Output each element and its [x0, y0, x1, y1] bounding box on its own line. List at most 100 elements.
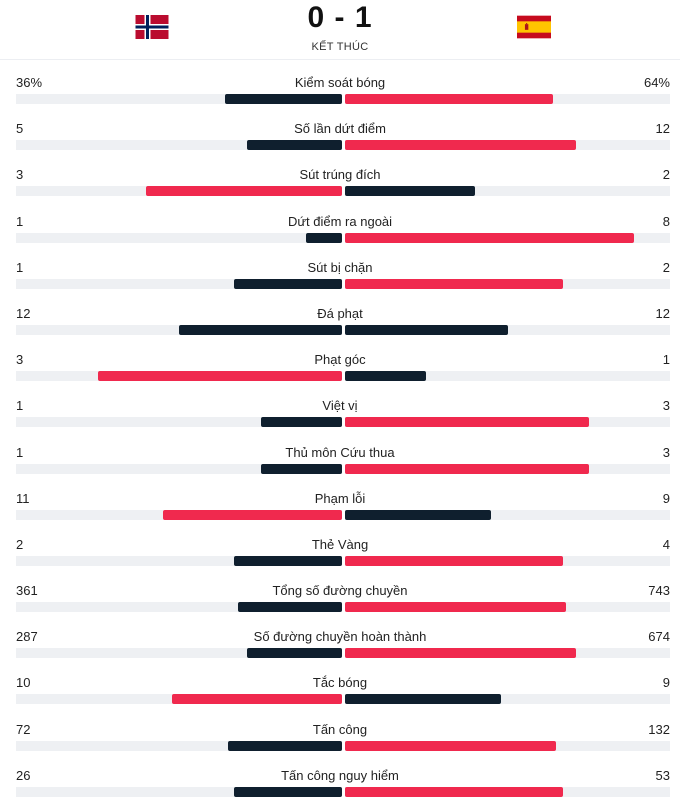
stat-away-bar [345, 602, 566, 613]
stat-label: Số đường chuyền hoàn thành [253, 629, 427, 645]
stat-home-track [16, 371, 342, 382]
stat-home-bar [162, 509, 342, 520]
stat-home-bar [234, 278, 342, 289]
stat-away-track [345, 278, 670, 289]
away-team-flag[interactable] [513, 5, 555, 47]
stat-home-value: 11 [16, 490, 30, 506]
stat-label: Số lần dứt điểm [294, 121, 386, 137]
stat-label: Tấn công nguy hiểm [281, 767, 399, 783]
stat-row: 10 Tắc bóng 9 [0, 672, 680, 718]
spain-flag-icon [517, 15, 551, 39]
stat-home-value: 1 [16, 259, 24, 275]
match-status: KẾT THÚC [311, 41, 369, 53]
stat-away-bar [345, 648, 576, 659]
stat-home-track [16, 648, 342, 659]
stat-home-value: 3 [16, 352, 24, 368]
stat-away-bar [345, 509, 492, 520]
stat-away-value: 8 [662, 213, 670, 229]
stat-label: Sút bị chặn [307, 259, 373, 275]
stat-home-track [16, 555, 342, 566]
stat-home-value: 1 [16, 398, 24, 414]
stat-away-bar [345, 740, 557, 751]
stat-away-track [345, 94, 670, 104]
stat-home-track [16, 186, 342, 197]
stat-away-bar [345, 324, 508, 335]
stat-row: 3 Phạt góc 1 [0, 349, 680, 395]
stat-away-track [345, 602, 670, 613]
stat-label: Dứt điểm ra ngoài [287, 213, 393, 229]
stat-home-bar [146, 186, 342, 197]
stat-away-bar [345, 140, 576, 151]
stat-row: 72 Tấn công 132 [0, 719, 680, 765]
stat-away-value: 12 [655, 305, 670, 321]
match-score: 0 - 1 [307, 1, 373, 34]
stat-away-track [345, 232, 670, 243]
stat-home-value: 287 [16, 629, 38, 645]
stat-row: 361 Tổng số đường chuyền 743 [0, 580, 680, 626]
stat-row: 1 Dứt điểm ra ngoài 8 [0, 211, 680, 257]
stat-home-track [16, 278, 342, 289]
stat-away-bar [345, 463, 589, 474]
stat-home-bar [260, 417, 342, 428]
stat-label: Kiểm soát bóng [294, 75, 386, 90]
stat-label: Thẻ Vàng [311, 536, 369, 552]
stat-away-track [345, 186, 670, 197]
stat-home-track [16, 140, 342, 151]
stat-away-value: 9 [662, 490, 670, 506]
stat-home-bar [306, 232, 342, 243]
stat-home-bar [179, 324, 342, 335]
stat-away-track [345, 463, 670, 474]
norway-flag-icon [135, 15, 169, 39]
stat-home-bar [247, 648, 342, 659]
stat-home-value: 5 [16, 121, 24, 137]
stat-away-track [345, 324, 670, 335]
stat-home-bar [224, 94, 342, 104]
stat-away-bar [345, 555, 563, 566]
stat-row: 1 Việt vị 3 [0, 395, 680, 441]
stat-home-value: 26 [16, 767, 31, 783]
stat-away-track [345, 509, 670, 520]
stat-away-bar [345, 232, 635, 243]
stat-home-track [16, 324, 342, 335]
stat-home-track [16, 602, 342, 613]
stat-away-value: 132 [648, 721, 670, 737]
stat-away-value: 1 [662, 352, 670, 368]
stat-row: 287 Số đường chuyền hoàn thành 674 [0, 626, 680, 672]
stat-label: Phạt góc [314, 352, 366, 368]
stat-home-bar [227, 740, 342, 751]
stat-label: Thủ môn Cứu thua [285, 444, 395, 460]
stat-away-bar [345, 694, 501, 705]
stat-home-value: 72 [16, 721, 31, 737]
stat-away-bar [345, 371, 427, 382]
stat-row: 36% Kiểm soát bóng 64% [0, 72, 680, 118]
stat-home-track [16, 417, 342, 428]
stat-home-value: 10 [16, 675, 31, 691]
stat-row: 5 Số lần dứt điểm 12 [0, 118, 680, 164]
stat-away-track [345, 417, 670, 428]
stat-home-value: 12 [16, 305, 31, 321]
stat-home-track [16, 740, 342, 751]
stat-home-track [16, 94, 342, 104]
stat-row: 12 Đá phạt 12 [0, 303, 680, 349]
home-team-flag[interactable] [131, 5, 173, 47]
stat-away-bar [345, 94, 553, 104]
stat-away-track [345, 555, 670, 566]
stat-home-value: 1 [16, 213, 24, 229]
stat-away-track [345, 371, 670, 382]
stat-home-value: 36% [16, 75, 43, 90]
stat-away-bar [345, 417, 589, 428]
stat-label: Tổng số đường chuyền [272, 583, 408, 599]
stat-away-value: 2 [662, 259, 670, 275]
stat-home-bar [260, 463, 342, 474]
stat-away-value: 674 [648, 629, 670, 645]
stat-label: Phạm lỗi [314, 490, 366, 506]
stat-label: Đá phạt [317, 305, 363, 321]
stat-away-value: 3 [662, 444, 670, 460]
stat-home-bar [234, 555, 342, 566]
match-stats-list: 36% Kiểm soát bóng 64% 5 Số lần dứt điểm 12 3 S… [0, 72, 680, 806]
stat-away-value: 12 [655, 121, 670, 137]
stat-row: 11 Phạm lỗi 9 [0, 488, 680, 534]
stat-home-value: 2 [16, 536, 24, 552]
match-header: 0 - 1 KẾT THÚC [0, 0, 680, 60]
stat-away-bar [345, 278, 563, 289]
